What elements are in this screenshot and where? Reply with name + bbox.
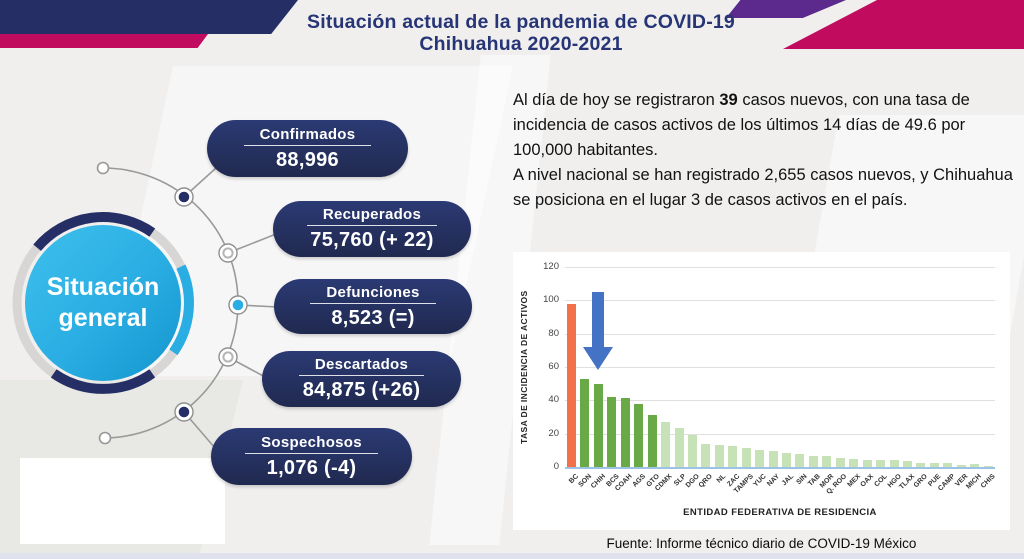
summary-text: Al día de hoy se registraron 39 casos nu… xyxy=(513,88,1013,213)
bar-GTO xyxy=(646,415,659,467)
bar-AGS xyxy=(632,403,645,467)
bar-HGO xyxy=(888,460,901,467)
bar-TAB xyxy=(807,456,820,467)
bar-SON xyxy=(578,378,591,467)
header-navy-ribbon xyxy=(0,0,298,34)
bar-TLAX xyxy=(901,460,914,467)
pill-descartados: Descartados 84,875 (+26) xyxy=(262,351,461,407)
pill-confirmados: Confirmados 88,996 xyxy=(207,120,408,177)
bar-COL xyxy=(874,460,887,467)
y-tick-label: 20 xyxy=(548,427,559,439)
background-patch xyxy=(20,458,225,544)
summary-paragraph-1: Al día de hoy se registraron 39 casos nu… xyxy=(513,91,970,159)
node-confirmados xyxy=(174,187,194,207)
bar-OAX xyxy=(861,459,874,467)
pill-value: 8,523 (=) xyxy=(331,306,415,329)
bar-CAMP xyxy=(941,463,954,467)
bar-NL xyxy=(713,445,726,467)
bottom-edge-strip xyxy=(0,553,1024,559)
pill-label: Confirmados xyxy=(243,126,372,146)
bar-SIN xyxy=(793,453,806,467)
bar-MICH xyxy=(968,464,981,467)
node-descartados xyxy=(218,347,238,367)
bar-CHIH xyxy=(592,384,605,467)
gridline xyxy=(565,267,995,268)
bar-MOR xyxy=(820,456,833,467)
bar-Q. ROO xyxy=(834,457,847,467)
pill-recuperados: Recuperados 75,760 (+ 22) xyxy=(273,201,471,257)
pill-value: 88,996 xyxy=(276,148,339,171)
bar-BCS xyxy=(605,397,618,467)
situacion-general-circle: Situación general xyxy=(25,225,181,381)
bar-MEX xyxy=(847,458,860,467)
y-tick-label: 0 xyxy=(553,461,559,472)
gridline xyxy=(565,433,995,435)
new-cases-count: 39 xyxy=(719,91,738,109)
bar-GRO xyxy=(914,462,927,467)
bar-COAH xyxy=(619,397,632,467)
y-tick-label: 80 xyxy=(548,327,559,339)
y-tick-label: 100 xyxy=(543,294,559,306)
page-title-line1: Situación actual de la pandemia de COVID… xyxy=(307,11,735,33)
bar-SLP xyxy=(673,427,686,467)
page-title: Situación actual de la pandemia de COVID… xyxy=(261,11,781,55)
bar-VER xyxy=(955,464,968,467)
node-sospechosos xyxy=(174,402,194,422)
bar-TAMPS xyxy=(740,447,753,467)
pill-value: 1,076 (-4) xyxy=(266,456,357,479)
summary-paragraph-2: A nivel nacional se han registrado 2,655… xyxy=(513,166,1013,209)
pill-label: Defunciones xyxy=(310,284,436,304)
bar-YUC xyxy=(753,450,766,467)
node-recuperados xyxy=(218,243,238,263)
pill-value: 84,875 (+26) xyxy=(302,379,421,401)
chart-bars xyxy=(565,267,995,469)
pill-label: Sospechosos xyxy=(245,434,378,454)
circle-label-line1: Situación xyxy=(46,273,160,301)
bar-QRO xyxy=(699,443,712,467)
gridline xyxy=(565,300,995,302)
bar-ZAC xyxy=(726,446,739,467)
chart-gridlines xyxy=(565,267,995,467)
chart-x-axis-title: ENTIDAD FEDERATIVA DE RESIDENCIA xyxy=(683,507,877,518)
chart-yticks: 0 20 40 60 80 100 120 xyxy=(535,261,559,472)
pill-sospechosos: Sospechosos 1,076 (-4) xyxy=(211,428,412,485)
bar-NAY xyxy=(767,451,780,467)
gridline xyxy=(565,333,995,335)
bar-CHIS xyxy=(982,466,995,467)
bar-CDMX xyxy=(659,422,672,467)
page-title-line2: Chihuahua 2020-2021 xyxy=(419,33,623,55)
ring-arc-navy-top xyxy=(33,212,156,251)
ring-arc-cyan xyxy=(169,264,194,356)
bar-JAL xyxy=(780,452,793,467)
bar-BC xyxy=(565,303,578,467)
y-tick-label: 60 xyxy=(548,361,559,372)
gridline xyxy=(565,367,995,368)
bar-DGO xyxy=(686,434,699,467)
incidence-chart: TASA DE INCIDENCIA DE ACTIVOS 0 20 40 60 80 1… xyxy=(513,252,1010,530)
node-small-top xyxy=(96,161,110,175)
pill-value: 75,760 (+ 22) xyxy=(310,229,434,251)
source-caption: Fuente: Informe técnico diario de COVID-… xyxy=(606,536,917,551)
header-magenta-ribbon-left xyxy=(0,34,208,48)
node-defunciones xyxy=(228,295,248,315)
highlight-arrow-icon xyxy=(583,292,613,370)
bar-PUE xyxy=(928,463,941,467)
pill-label: Descartados xyxy=(298,356,425,376)
node-small-bottom xyxy=(98,431,112,445)
pill-label: Recuperados xyxy=(306,206,438,226)
y-tick-label: 120 xyxy=(543,261,559,272)
y-tick-label: 40 xyxy=(548,394,559,406)
gridline xyxy=(565,400,995,402)
circle-label-line2: general xyxy=(58,304,148,332)
pill-defunciones: Defunciones 8,523 (=) xyxy=(274,279,472,334)
